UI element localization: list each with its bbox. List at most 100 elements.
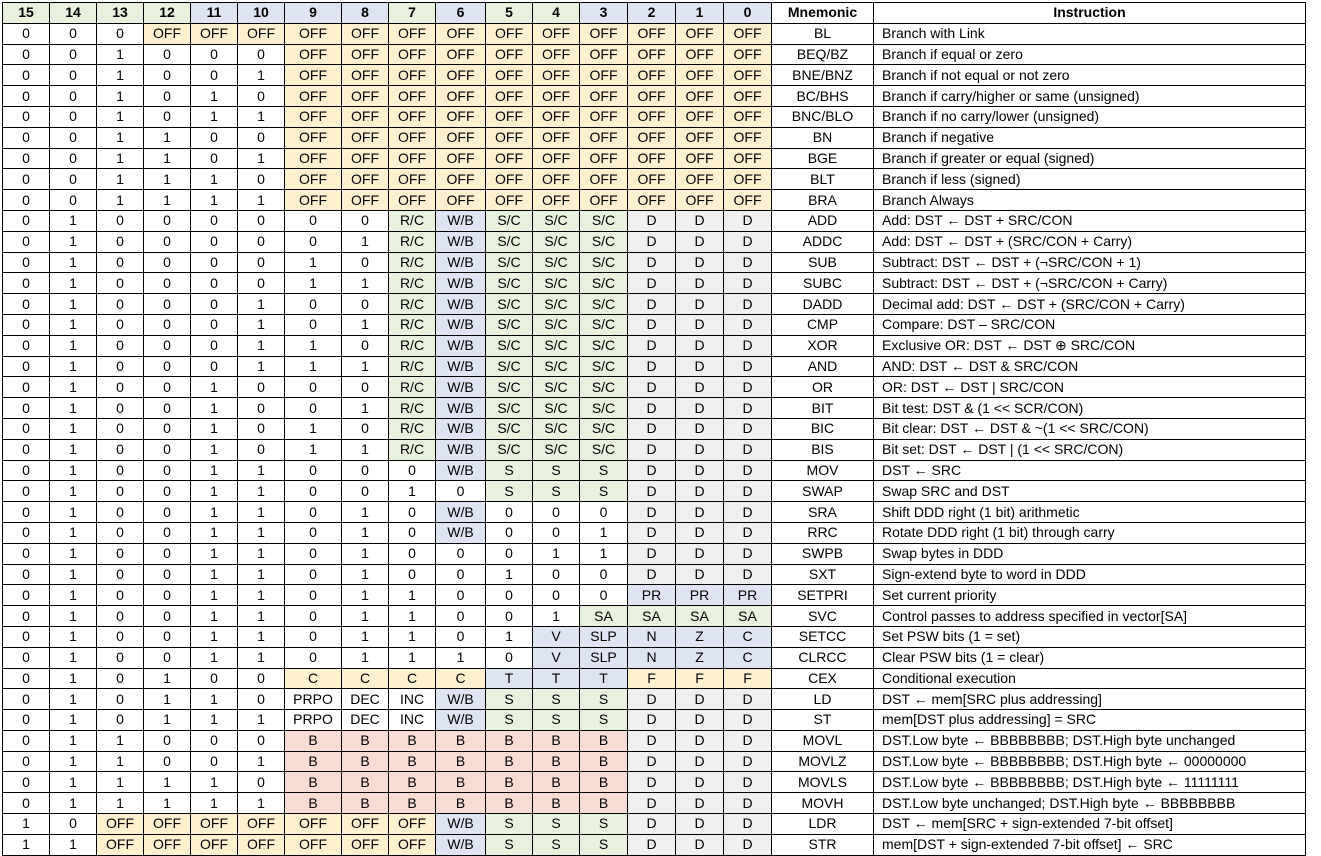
bit-cell: 1 <box>49 313 97 336</box>
bit-cell: D <box>675 313 724 336</box>
bit-cell: DEC <box>341 709 389 731</box>
bit-cell: D <box>627 293 676 315</box>
bit-cell: OFF <box>341 22 389 45</box>
bit-cell: OFF <box>723 189 772 211</box>
bit-cell: OFF <box>96 813 144 835</box>
bit-cell: 0 <box>237 771 285 794</box>
bit-cell: B <box>435 729 486 752</box>
instruction-cell: DST ← SRC <box>873 459 1306 482</box>
bit-cell: W/B <box>435 376 486 399</box>
bit-cell: C <box>341 667 389 690</box>
bit-cell: 1 <box>190 501 238 523</box>
bit-cell: SLP <box>579 646 628 669</box>
mnemonic-cell: MOVLZ <box>771 750 874 773</box>
bit-cell: 1 <box>190 376 238 399</box>
instruction-cell: Swap bytes in DDD <box>873 542 1306 565</box>
bit-cell: 1 <box>96 729 144 752</box>
bit-cell: OFF <box>435 147 486 170</box>
bit-cell: D <box>675 376 724 399</box>
bit-cell: D <box>627 209 676 232</box>
bit-cell: D <box>723 709 772 731</box>
bit-cell: 1 <box>190 771 238 794</box>
bit-cell: 0 <box>2 563 50 586</box>
bit-cell: OFF <box>532 85 580 107</box>
bit-cell: D <box>627 459 676 482</box>
bit-cell: 1 <box>190 625 238 648</box>
bit-cell: 0 <box>49 105 97 128</box>
bit-cell: S <box>579 833 628 856</box>
bit-cell: 1 <box>341 313 389 336</box>
bit-cell: 1 <box>579 542 628 565</box>
bit-cell: 0 <box>579 584 628 607</box>
bit-cell: 1 <box>143 147 191 170</box>
bit-cell: 0 <box>49 126 97 149</box>
bit-cell: 0 <box>143 251 191 274</box>
bit-cell: D <box>627 313 676 336</box>
bit-cell: 1 <box>341 563 389 586</box>
bit-cell: 0 <box>143 521 191 544</box>
bit-cell: 0 <box>96 293 144 315</box>
bit-cell: D <box>675 459 724 482</box>
bit-cell: 0 <box>2 189 50 211</box>
bit-cell: 0 <box>49 43 97 66</box>
bit-cell: B <box>284 729 342 752</box>
bit-cell: 1 <box>190 584 238 607</box>
bit-cell: S <box>485 813 533 835</box>
bit-cell: B <box>388 792 436 815</box>
table-row: 0 1 0 1 1 1 PRPO DEC INC W/B S S S D D D ST mem[DST plus … <box>2 709 1306 731</box>
bit-cell: W/B <box>435 688 486 711</box>
bit-cell: 1 <box>49 729 97 752</box>
bit-cell: 1 <box>96 792 144 815</box>
mnemonic-cell: ST <box>771 709 874 731</box>
bit-cell: 0 <box>143 313 191 336</box>
bit-cell: OFF <box>723 43 772 66</box>
bit-cell: 0 <box>2 126 50 149</box>
bit-cell: OFF <box>723 22 772 45</box>
bit-cell: 0 <box>237 397 285 419</box>
bit-cell: 1 <box>96 771 144 794</box>
mnemonic-cell: LD <box>771 688 874 711</box>
bit-cell: 0 <box>96 230 144 253</box>
bit-cell: OFF <box>627 126 676 149</box>
mnemonic-cell: SUBC <box>771 272 874 295</box>
bit-cell: D <box>627 272 676 295</box>
bit-cell: 0 <box>435 584 486 607</box>
bit-cell: D <box>723 501 772 523</box>
bit-cell: 0 <box>2 750 50 773</box>
bit-cell: B <box>532 750 580 773</box>
bit-cell: 0 <box>96 417 144 440</box>
bit-cell: OFF <box>675 189 724 211</box>
bit-cell: OFF <box>388 85 436 107</box>
bit-cell: T <box>532 667 580 690</box>
bit-cell: D <box>627 355 676 378</box>
bit-cell: W/B <box>435 501 486 523</box>
bit-cell: 1 <box>96 189 144 211</box>
bit-cell: 0 <box>237 272 285 295</box>
bit-cell: 0 <box>284 459 342 482</box>
bit-cell: SA <box>675 605 724 627</box>
bit-cell: 0 <box>143 729 191 752</box>
mnemonic-cell: SETPRI <box>771 584 874 607</box>
bit-cell: S <box>579 813 628 835</box>
mnemonic-cell: BIT <box>771 397 874 419</box>
bit-cell: OFF <box>284 105 342 128</box>
bit-cell: C <box>388 667 436 690</box>
bit-cell: B <box>579 792 628 815</box>
bit-cell: 1 <box>190 792 238 815</box>
table-row: 0 1 0 0 1 1 0 1 0 W/B 0 0 0 D D D SRA Shift DDD right (1 … <box>2 501 1306 523</box>
bit-cell: 0 <box>579 563 628 586</box>
bit-cell: S/C <box>485 417 533 440</box>
bit-cell: 1 <box>341 397 389 419</box>
bit-cell: S/C <box>532 272 580 295</box>
bit-cell: 0 <box>284 605 342 627</box>
instruction-cell: Subtract: DST ← DST + (¬SRC/CON + Carry) <box>873 272 1306 295</box>
bit-cell: B <box>485 792 533 815</box>
bit-cell: S/C <box>485 272 533 295</box>
bit-cell: S/C <box>485 376 533 399</box>
bit-cell: 1 <box>284 417 342 440</box>
table-row: 0 1 1 1 1 1 B B B B B B B D D D MOVH DST.Low byte unchang… <box>2 792 1306 815</box>
bit-cell: 0 <box>2 438 50 461</box>
bit-cell: 1 <box>532 605 580 627</box>
bit-cell: 0 <box>341 480 389 503</box>
bit-cell: 1 <box>49 334 97 357</box>
